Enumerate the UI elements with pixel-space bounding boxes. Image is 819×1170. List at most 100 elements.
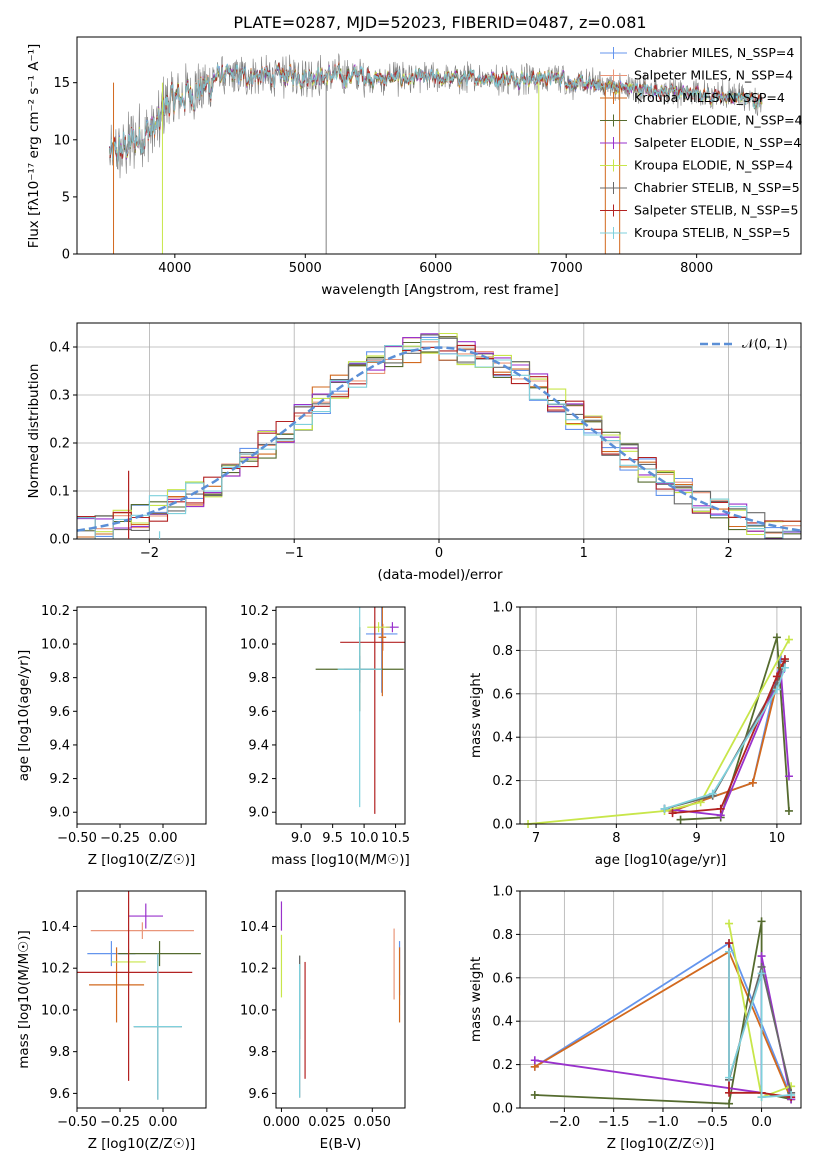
legend-entry: Chabrier ELODIE, N_SSP=4: [634, 113, 803, 128]
mass-vs-ebv-ytick-label: 10.0: [240, 1003, 269, 1018]
weight-vs-z-data-point: [757, 917, 766, 926]
residual-ytick-label: 0.0: [49, 533, 70, 548]
mass-vs-z-xtick-label: 0.00: [149, 1115, 178, 1130]
residual-xtick-label: 2: [724, 546, 732, 561]
mass-vs-z-ylabel: mass [log10(M/M☉)]: [16, 930, 32, 1069]
mass-vs-ebv-xtick-label: 0.000: [263, 1115, 300, 1130]
weight-vs-z-data-point: [757, 969, 766, 978]
mass-vs-z-ytick-label: 9.6: [49, 1087, 70, 1102]
weight-vs-z-series-line: [728, 923, 792, 1099]
spectrum-frame: [76, 36, 802, 255]
weight-vs-z-ytick-label: 0.2: [492, 1058, 513, 1073]
weight-vs-z-ytick-label: 0.4: [492, 1015, 513, 1030]
weight-vs-age-series-line: [680, 637, 790, 821]
weight-vs-z-xtick-label: 0.0: [751, 1115, 772, 1130]
legend-entry: Chabrier STELIB, N_SSP=5: [634, 180, 800, 195]
weight-vs-age-data-point: [748, 778, 757, 787]
weight-vs-age-ytick-label: 1.0: [492, 601, 513, 616]
age-vs-z-xtick-label: −0.25: [100, 831, 140, 846]
spectrum-xtick-label: 5000: [289, 261, 322, 276]
spectrum-ytick-label: 5: [62, 190, 70, 205]
legend-entry: Salpeter STELIB, N_SSP=5: [634, 203, 798, 218]
legend-entry: Kroupa ELODIE, N_SSP=4: [634, 158, 793, 173]
residual-ytick-label: 0.3: [49, 389, 70, 404]
age-vs-mass-ytick-label: 10.0: [240, 638, 269, 653]
age-vs-mass-xtick-label: 9.5: [322, 831, 343, 846]
age-vs-mass-ytick-label: 9.6: [248, 705, 269, 720]
weight-vs-z-xtick-label: −2.0: [549, 1115, 581, 1130]
age-vs-mass-xlabel: mass [log10(M/M☉)]: [271, 852, 410, 868]
weight-vs-age-ytick-label: 0.2: [492, 774, 513, 789]
residual-xtick-label: −1: [285, 546, 304, 561]
age-vs-mass-xtick-label: 10.5: [381, 831, 410, 846]
legend-entry: 𝒩(0, 1): [742, 336, 788, 351]
spectrum-xtick-label: 7000: [550, 261, 583, 276]
weight-vs-age-data-point: [708, 789, 717, 798]
age-vs-mass-frame: [275, 606, 406, 825]
age-vs-z-ytick-label: 9.6: [49, 705, 70, 720]
weight-vs-age-data-point: [676, 815, 685, 824]
mass-vs-ebv-xlabel: E(B-V): [320, 1136, 362, 1152]
weight-vs-age-data-point: [772, 633, 781, 642]
mass-vs-ebv-frame: [275, 890, 406, 1109]
age-vs-mass-ytick-label: 10.2: [240, 604, 269, 619]
weight-vs-age-data-point: [780, 655, 789, 664]
mass-vs-ebv-xtick-label: 0.025: [308, 1115, 345, 1130]
residual-xtick-label: 1: [580, 546, 588, 561]
weight-vs-z-data-point: [530, 1090, 539, 1099]
weight-vs-z-data-point: [757, 1093, 766, 1102]
weight-vs-age-xtick-label: 7: [532, 831, 540, 846]
weight-vs-z-xlabel: Z [log10(Z/Z☉)]: [607, 1136, 715, 1152]
spectrum-ytick-label: 15: [53, 76, 70, 91]
weight-vs-z-xtick-label: −0.5: [696, 1115, 728, 1130]
age-vs-z-xtick-label: −0.50: [57, 831, 97, 846]
residual-ytick-label: 0.2: [49, 437, 70, 452]
weight-vs-z-data-point: [725, 919, 734, 928]
weight-vs-age-data-point: [780, 663, 789, 672]
weight-vs-age-frame: [519, 606, 802, 825]
age-vs-z-xlabel: Z [log10(Z/Z☉)]: [88, 852, 196, 868]
weight-vs-z-ytick-label: 0.0: [492, 1102, 513, 1117]
mass-vs-z-xtick-label: −0.50: [57, 1115, 97, 1130]
weight-vs-z-data-point: [725, 1099, 734, 1108]
weight-vs-z-data-point: [787, 1090, 796, 1099]
mass-vs-z-xlabel: Z [log10(Z/Z☉)]: [88, 1136, 196, 1152]
spectrum-xtick-label: 6000: [419, 261, 452, 276]
legend-entry: Salpeter ELODIE, N_SSP=4: [634, 135, 801, 150]
age-vs-z-ytick-label: 9.8: [49, 671, 70, 686]
mass-vs-z-frame: [76, 890, 207, 1109]
weight-vs-age-xtick-label: 9: [692, 831, 700, 846]
weight-vs-z-data-point: [725, 1088, 734, 1097]
residual-ylabel: Normed distribution: [26, 364, 42, 499]
weight-vs-z-data-point: [725, 947, 734, 956]
mass-vs-z-ytick-label: 9.8: [49, 1045, 70, 1060]
weight-vs-age-data-point: [784, 806, 793, 815]
legend-entry: Kroupa STELIB, N_SSP=5: [634, 225, 790, 240]
weight-vs-age-xlabel: age [log10(age/yr)]: [595, 852, 727, 868]
age-vs-mass-ytick-label: 9.4: [248, 738, 269, 753]
weight-vs-age-series-line: [527, 639, 790, 825]
weight-vs-z-data-point: [757, 952, 766, 961]
age-vs-mass-ytick-label: 9.0: [248, 806, 269, 821]
age-vs-z-ytick-label: 9.2: [49, 772, 70, 787]
spectrum-xtick-label: 8000: [680, 261, 713, 276]
weight-vs-age-series-line: [664, 660, 786, 810]
weight-vs-age-xtick-label: 10: [769, 831, 786, 846]
weight-vs-age-ytick-label: 0.8: [492, 644, 513, 659]
weight-vs-z-data-point: [725, 939, 734, 948]
normal-distribution-curve: [76, 346, 802, 532]
weight-vs-z-xtick-label: −1.5: [598, 1115, 630, 1130]
weight-vs-age-data-point: [784, 772, 793, 781]
weight-vs-age-data-point: [784, 635, 793, 644]
age-vs-z-ytick-label: 10.2: [41, 604, 70, 619]
spectrum-ytick-label: 10: [53, 133, 70, 148]
weight-vs-z-ylabel: mass weight: [468, 957, 484, 1042]
age-vs-mass-xtick-label: 10.0: [350, 831, 379, 846]
mass-vs-ebv-ytick-label: 10.4: [240, 920, 269, 935]
weight-vs-age-data-point: [772, 685, 781, 694]
weight-vs-z-ytick-label: 1.0: [492, 885, 513, 900]
weight-vs-age-ytick-label: 0.6: [492, 687, 513, 702]
age-vs-mass-ytick-label: 9.8: [248, 671, 269, 686]
chart-title: PLATE=0287, MJD=52023, FIBERID=0487, z=0…: [233, 13, 646, 32]
residual-ytick-label: 0.1: [49, 485, 70, 500]
